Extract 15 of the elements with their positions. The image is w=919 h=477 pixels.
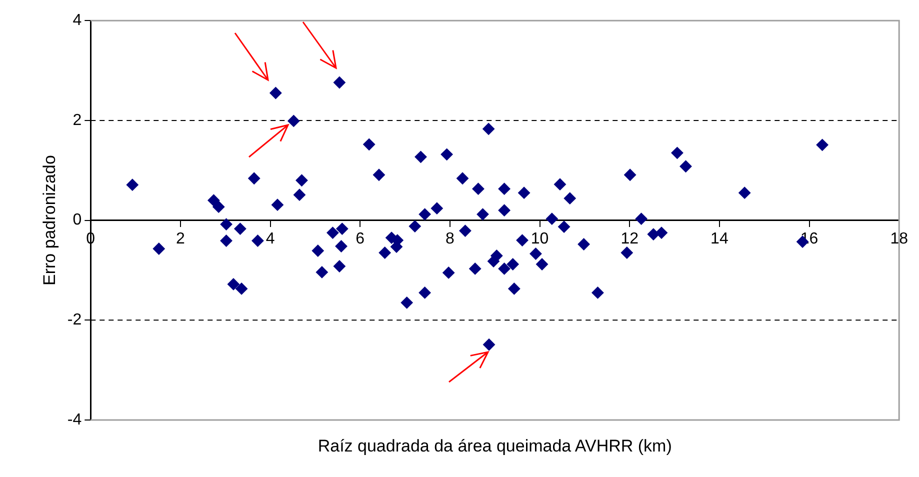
- x-tick-label: 18: [890, 230, 908, 248]
- y-tick-label: -2: [67, 312, 82, 329]
- x-tick-label: 2: [176, 230, 186, 248]
- x-tick-label: 6: [356, 230, 365, 248]
- y-tick-label: -4: [67, 411, 82, 428]
- x-tick-label: 4: [266, 230, 275, 248]
- y-axis-title: Erro padronizado: [40, 155, 59, 286]
- x-tick-label: 10: [530, 230, 549, 248]
- x-tick-label: 14: [710, 230, 728, 248]
- x-tick-label: 12: [620, 230, 639, 248]
- x-tick-label: 8: [445, 230, 454, 248]
- y-tick-label: 4: [72, 12, 82, 30]
- y-tick-label: 2: [72, 112, 82, 129]
- y-tick-label: 0: [72, 212, 82, 229]
- x-axis-title: Raíz quadrada da área queimada AVHRR (km): [318, 436, 672, 456]
